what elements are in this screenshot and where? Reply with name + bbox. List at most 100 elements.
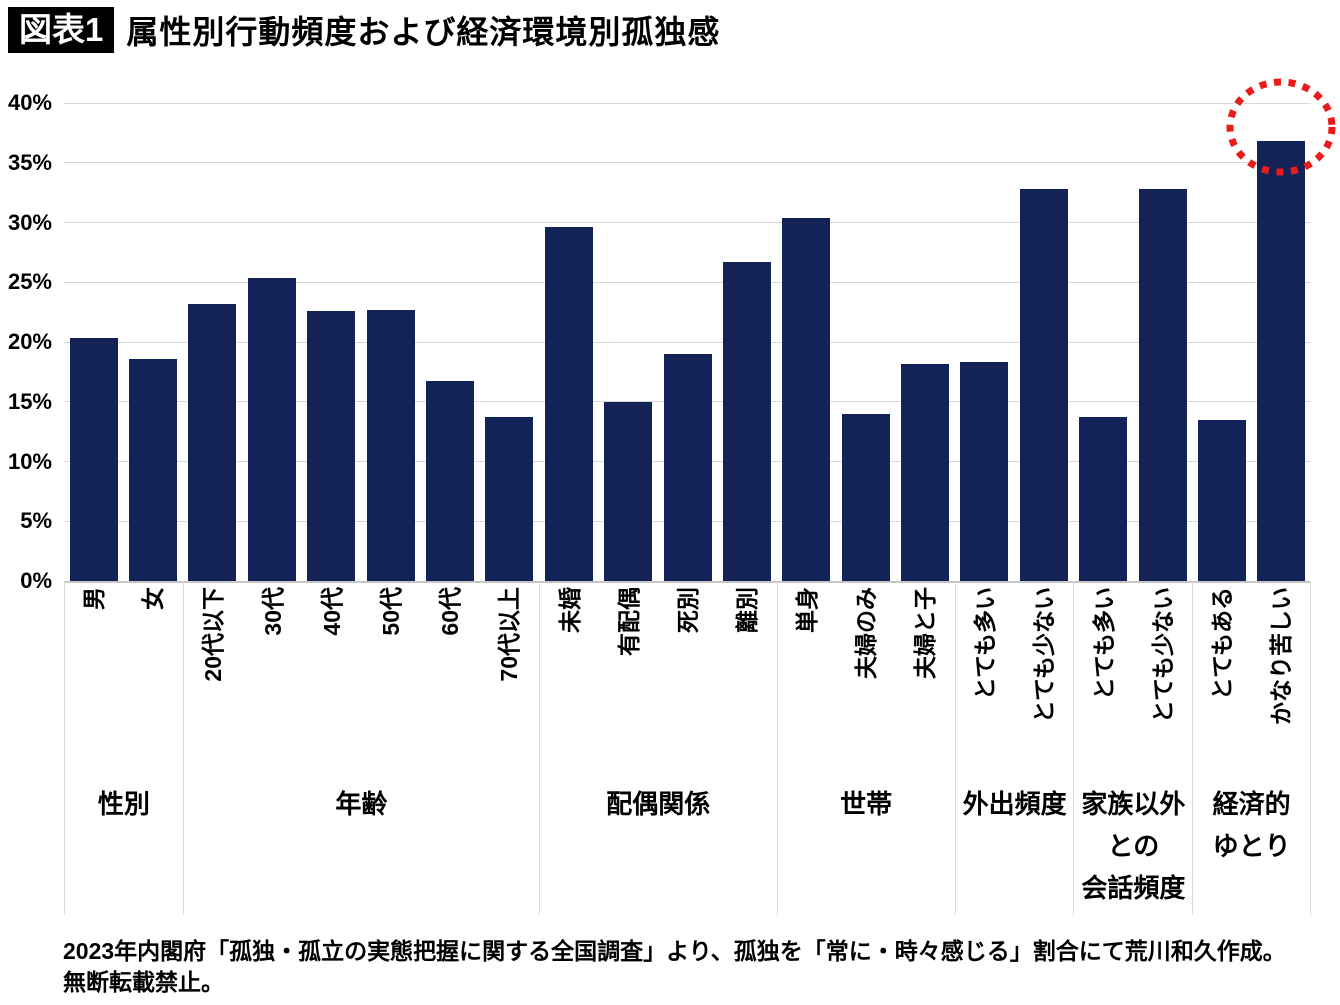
bar-label: 死別 <box>674 587 701 633</box>
gridline <box>64 222 1311 223</box>
bar <box>782 217 831 581</box>
group-label: 性別 <box>64 775 183 915</box>
group-bars <box>183 85 539 581</box>
figure-badge: 図表1 <box>8 7 115 53</box>
bar-label-slot: 70代以上 <box>480 581 539 775</box>
bar-label-slot: かなり苦しい <box>1252 581 1310 775</box>
bar-label-slot: 女 <box>124 581 183 775</box>
footnote-line: 2023年内閣府「孤独・孤立の実態把握に関する全国調査」より、孤独を「常に・時々… <box>63 938 1286 964</box>
bar-label: 有配偶 <box>615 587 642 656</box>
group-bars <box>955 85 1074 581</box>
bar-label-slot: 未婚 <box>540 581 599 775</box>
bar-slot <box>895 85 954 581</box>
y-tick-label: 0% <box>20 568 52 593</box>
bar <box>1079 417 1128 581</box>
bar-slot <box>302 85 361 581</box>
bar <box>901 363 950 581</box>
bar-label: 50代 <box>378 587 405 636</box>
bar-label: 70代以上 <box>496 587 523 682</box>
bar <box>366 309 415 581</box>
source-footnote: 2023年内閣府「孤独・孤立の実態把握に関する全国調査」より、孤独を「常に・時々… <box>63 936 1286 998</box>
group-bar-labels: 単身 夫婦のみ 夫婦と子 <box>776 581 955 775</box>
bar-slot <box>420 85 479 581</box>
bar <box>1197 419 1246 581</box>
y-tick-label: 10% <box>7 448 52 474</box>
gridline <box>64 341 1311 343</box>
bar-slot <box>539 85 598 581</box>
bar-label: かなり苦しい <box>1267 587 1294 725</box>
chart-header: 図表1 属性別行動頻度および経済環境別孤独感 <box>8 7 720 53</box>
y-tick-label: 35% <box>7 149 52 175</box>
group-bar-labels: とても多い とても少ない <box>954 581 1074 775</box>
bar-slot <box>123 85 182 581</box>
bar-slot <box>836 85 895 581</box>
bar-label: 夫婦のみ <box>853 587 880 679</box>
bar-label-slot: とても少ない <box>1015 581 1074 775</box>
group-bar-labels: 未婚 有配偶 死別 離別 <box>539 581 777 775</box>
bar <box>663 354 712 581</box>
bar <box>960 362 1009 581</box>
group-label: 年齢 <box>182 775 539 915</box>
group-bars <box>64 85 183 581</box>
group-bar-labels: とてもある かなり苦しい <box>1192 581 1312 775</box>
bar-group: とてもある かなり苦しい 経済的 ゆとり <box>1192 85 1312 915</box>
group-label: 配偶関係 <box>539 775 777 915</box>
bar-label-slot: とても多い <box>956 581 1015 775</box>
bar-label: 60代 <box>437 587 464 636</box>
bar-label-slot: 20代以下 <box>184 581 243 775</box>
bar-group: とても多い とても少ない家族以外 との 会話頻度 <box>1073 85 1192 915</box>
y-tick-label: 5% <box>20 508 52 534</box>
bar <box>485 417 534 581</box>
bar-label: 未婚 <box>556 587 583 633</box>
y-tick-label: 15% <box>7 388 52 414</box>
bar-slot <box>1133 85 1192 581</box>
gridline <box>64 162 1311 164</box>
bar-label: 夫婦と子 <box>912 587 939 679</box>
bar-slot <box>64 85 123 581</box>
bar-slot <box>955 85 1014 581</box>
bar-label: とても少ない <box>1149 587 1176 724</box>
bar-label-slot: 40代 <box>302 581 361 775</box>
bar-label-slot: 離別 <box>717 581 776 775</box>
group-label: 世帯 <box>776 775 955 915</box>
bar-label-slot: とても少ない <box>1133 581 1192 775</box>
bar-label-slot: 60代 <box>421 581 480 775</box>
bar-slot <box>598 85 657 581</box>
bar-slot <box>480 85 539 581</box>
page-title: 属性別行動頻度および経済環境別孤独感 <box>126 14 721 50</box>
bar-slot <box>361 85 420 581</box>
bar-slot <box>1014 85 1073 581</box>
bar-label: 40代 <box>318 587 345 636</box>
bar-label: 20代以下 <box>200 587 227 682</box>
group-bars <box>1192 85 1311 581</box>
bar-label-slot: 男 <box>65 581 124 775</box>
bar-label: 単身 <box>794 587 821 633</box>
bar-label: とても多い <box>1090 587 1117 701</box>
bar <box>604 401 653 581</box>
x-axis-line <box>64 581 1311 583</box>
bar-slot <box>1252 85 1311 581</box>
group-label: 家族以外 との 会話頻度 <box>1073 775 1192 915</box>
y-tick-label: 25% <box>7 269 52 295</box>
gridline <box>64 281 1311 283</box>
bar-label-slot: 夫婦のみ <box>837 581 896 775</box>
bar-slot <box>1192 85 1251 581</box>
bar-label-slot: 死別 <box>658 581 717 775</box>
bar-chart: 0% 5% 10% 15% 20% 25% 30% 35% 40% 男女性別 20代以下 30代 40代… <box>7 78 1336 915</box>
bar <box>841 413 890 581</box>
bar-label-slot: 有配偶 <box>599 581 658 775</box>
bar <box>188 303 237 581</box>
group-bar-labels: 20代以下 30代 40代 50代 60代 70代以上 <box>182 581 539 775</box>
bar-label-slot: 50代 <box>361 581 420 775</box>
group-bars <box>539 85 777 581</box>
bar <box>1138 189 1187 581</box>
bar-slot <box>183 85 242 581</box>
bar <box>544 227 593 581</box>
bar <box>247 277 296 581</box>
bar-label-slot: とてもある <box>1193 581 1251 775</box>
bar <box>129 358 178 581</box>
bar-label-slot: 単身 <box>778 581 837 775</box>
bar <box>722 261 771 581</box>
y-tick-label: 40% <box>7 90 52 115</box>
y-tick-label: 30% <box>7 209 52 235</box>
